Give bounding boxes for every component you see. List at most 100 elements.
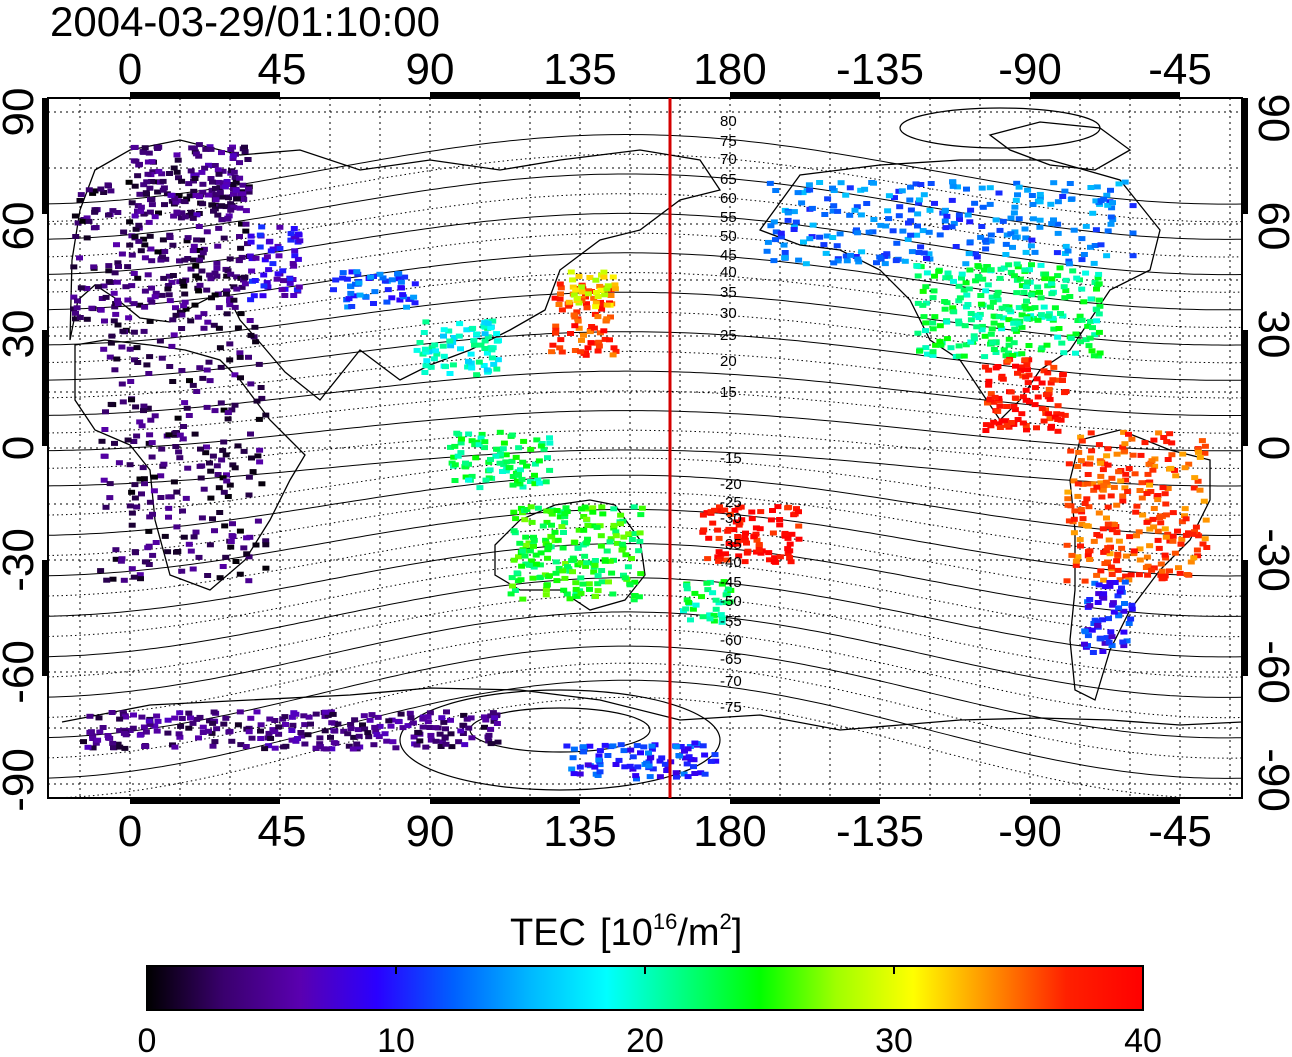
tec-cell	[493, 366, 501, 372]
magnetic-latitude-label: -35	[720, 536, 742, 553]
tec-cell	[100, 283, 108, 289]
tec-cell	[703, 580, 711, 586]
tec-cell	[935, 268, 943, 274]
tec-cell	[290, 293, 298, 298]
tec-cell	[98, 296, 106, 301]
tec-cell	[232, 187, 240, 193]
tec-cell	[257, 722, 265, 728]
tec-cell	[203, 367, 211, 373]
tec-cell	[280, 278, 287, 284]
magnetic-latitude-label: 25	[720, 327, 737, 344]
tec-cell	[595, 753, 603, 759]
tec-cell	[159, 254, 166, 260]
tec-cell	[102, 409, 109, 415]
tec-cell	[922, 300, 930, 306]
tec-cell	[1162, 501, 1170, 507]
tec-cell	[1036, 217, 1044, 223]
tec-cell	[717, 508, 725, 514]
tec-cell	[355, 733, 363, 739]
tec-cell	[256, 244, 264, 250]
tec-cell	[248, 455, 255, 461]
tec-cell	[1104, 545, 1112, 551]
tec-cell	[539, 523, 547, 529]
tec-cell	[101, 318, 108, 324]
tec-cell	[922, 284, 930, 290]
tec-cell	[824, 196, 832, 202]
tec-cell	[916, 348, 923, 354]
tec-cell	[986, 397, 994, 403]
tec-cell	[1169, 538, 1177, 544]
tec-cell	[1080, 299, 1088, 305]
tec-cell	[735, 522, 743, 528]
tec-cell	[192, 263, 200, 269]
tec-cell	[1150, 506, 1158, 511]
tec-cell	[598, 306, 606, 312]
tec-cell	[160, 185, 168, 191]
tec-cell	[110, 745, 118, 751]
tec-cell	[120, 730, 128, 736]
tec-cell	[245, 189, 253, 195]
tec-cell	[245, 578, 253, 584]
tec-cell	[239, 182, 247, 188]
tec-cell	[126, 462, 134, 468]
tec-cell	[146, 209, 154, 215]
tec-cell	[1078, 257, 1086, 263]
tec-cell	[1048, 280, 1055, 286]
tec-cell	[964, 302, 972, 307]
tec-cell	[1007, 231, 1015, 237]
tec-cell	[489, 710, 497, 716]
tec-cell	[1137, 452, 1145, 458]
tec-cell	[1012, 234, 1019, 240]
tec-cell	[590, 569, 598, 575]
tec-cell	[709, 520, 717, 526]
tec-cell	[945, 275, 953, 281]
tec-cell	[950, 278, 957, 284]
tec-cell	[487, 713, 495, 719]
magnetic-latitude-label: -65	[720, 651, 742, 668]
tec-cell	[877, 222, 885, 228]
tec-cell	[929, 349, 937, 355]
tec-cell	[282, 722, 289, 727]
tec-cell	[121, 745, 129, 751]
tec-cell	[595, 757, 603, 763]
tec-cell	[178, 312, 186, 318]
tec-cell	[1157, 561, 1165, 567]
tec-cell	[373, 732, 381, 738]
tec-cell	[1053, 411, 1061, 417]
tec-cell	[247, 381, 255, 387]
tec-cell	[1024, 187, 1032, 193]
tec-cell	[128, 489, 136, 495]
tec-cell	[1054, 403, 1062, 409]
tec-cell	[1144, 563, 1152, 569]
tec-cell	[179, 278, 187, 284]
tec-cell	[1088, 627, 1096, 633]
tec-cell	[1181, 506, 1189, 512]
tec-cell	[584, 762, 592, 768]
tec-cell	[943, 213, 951, 219]
tec-cell	[184, 465, 192, 471]
tec-cell	[281, 293, 289, 298]
tec-cell	[570, 771, 578, 777]
tec-cell	[1114, 551, 1122, 557]
tec-cell	[573, 593, 581, 599]
tec-cell	[981, 237, 989, 243]
tec-cell	[481, 439, 489, 445]
tec-cell	[140, 476, 148, 482]
tec-cell	[194, 285, 202, 291]
tec-cell	[112, 556, 120, 562]
tec-cell	[140, 403, 148, 409]
tec-cell	[1121, 601, 1128, 606]
tec-cell	[572, 586, 580, 592]
tec-cell	[462, 464, 470, 470]
tec-cell	[488, 355, 496, 361]
tec-cell	[596, 769, 604, 775]
tec-cell	[252, 255, 260, 261]
tec-cell	[1089, 481, 1097, 487]
tec-cell	[636, 530, 644, 536]
tec-cell	[251, 324, 259, 330]
tec-cell	[1074, 554, 1082, 560]
tec-cell	[356, 744, 364, 750]
tec-cell	[446, 371, 454, 376]
magnetic-contour	[48, 134, 1242, 205]
tec-cell	[154, 249, 162, 255]
